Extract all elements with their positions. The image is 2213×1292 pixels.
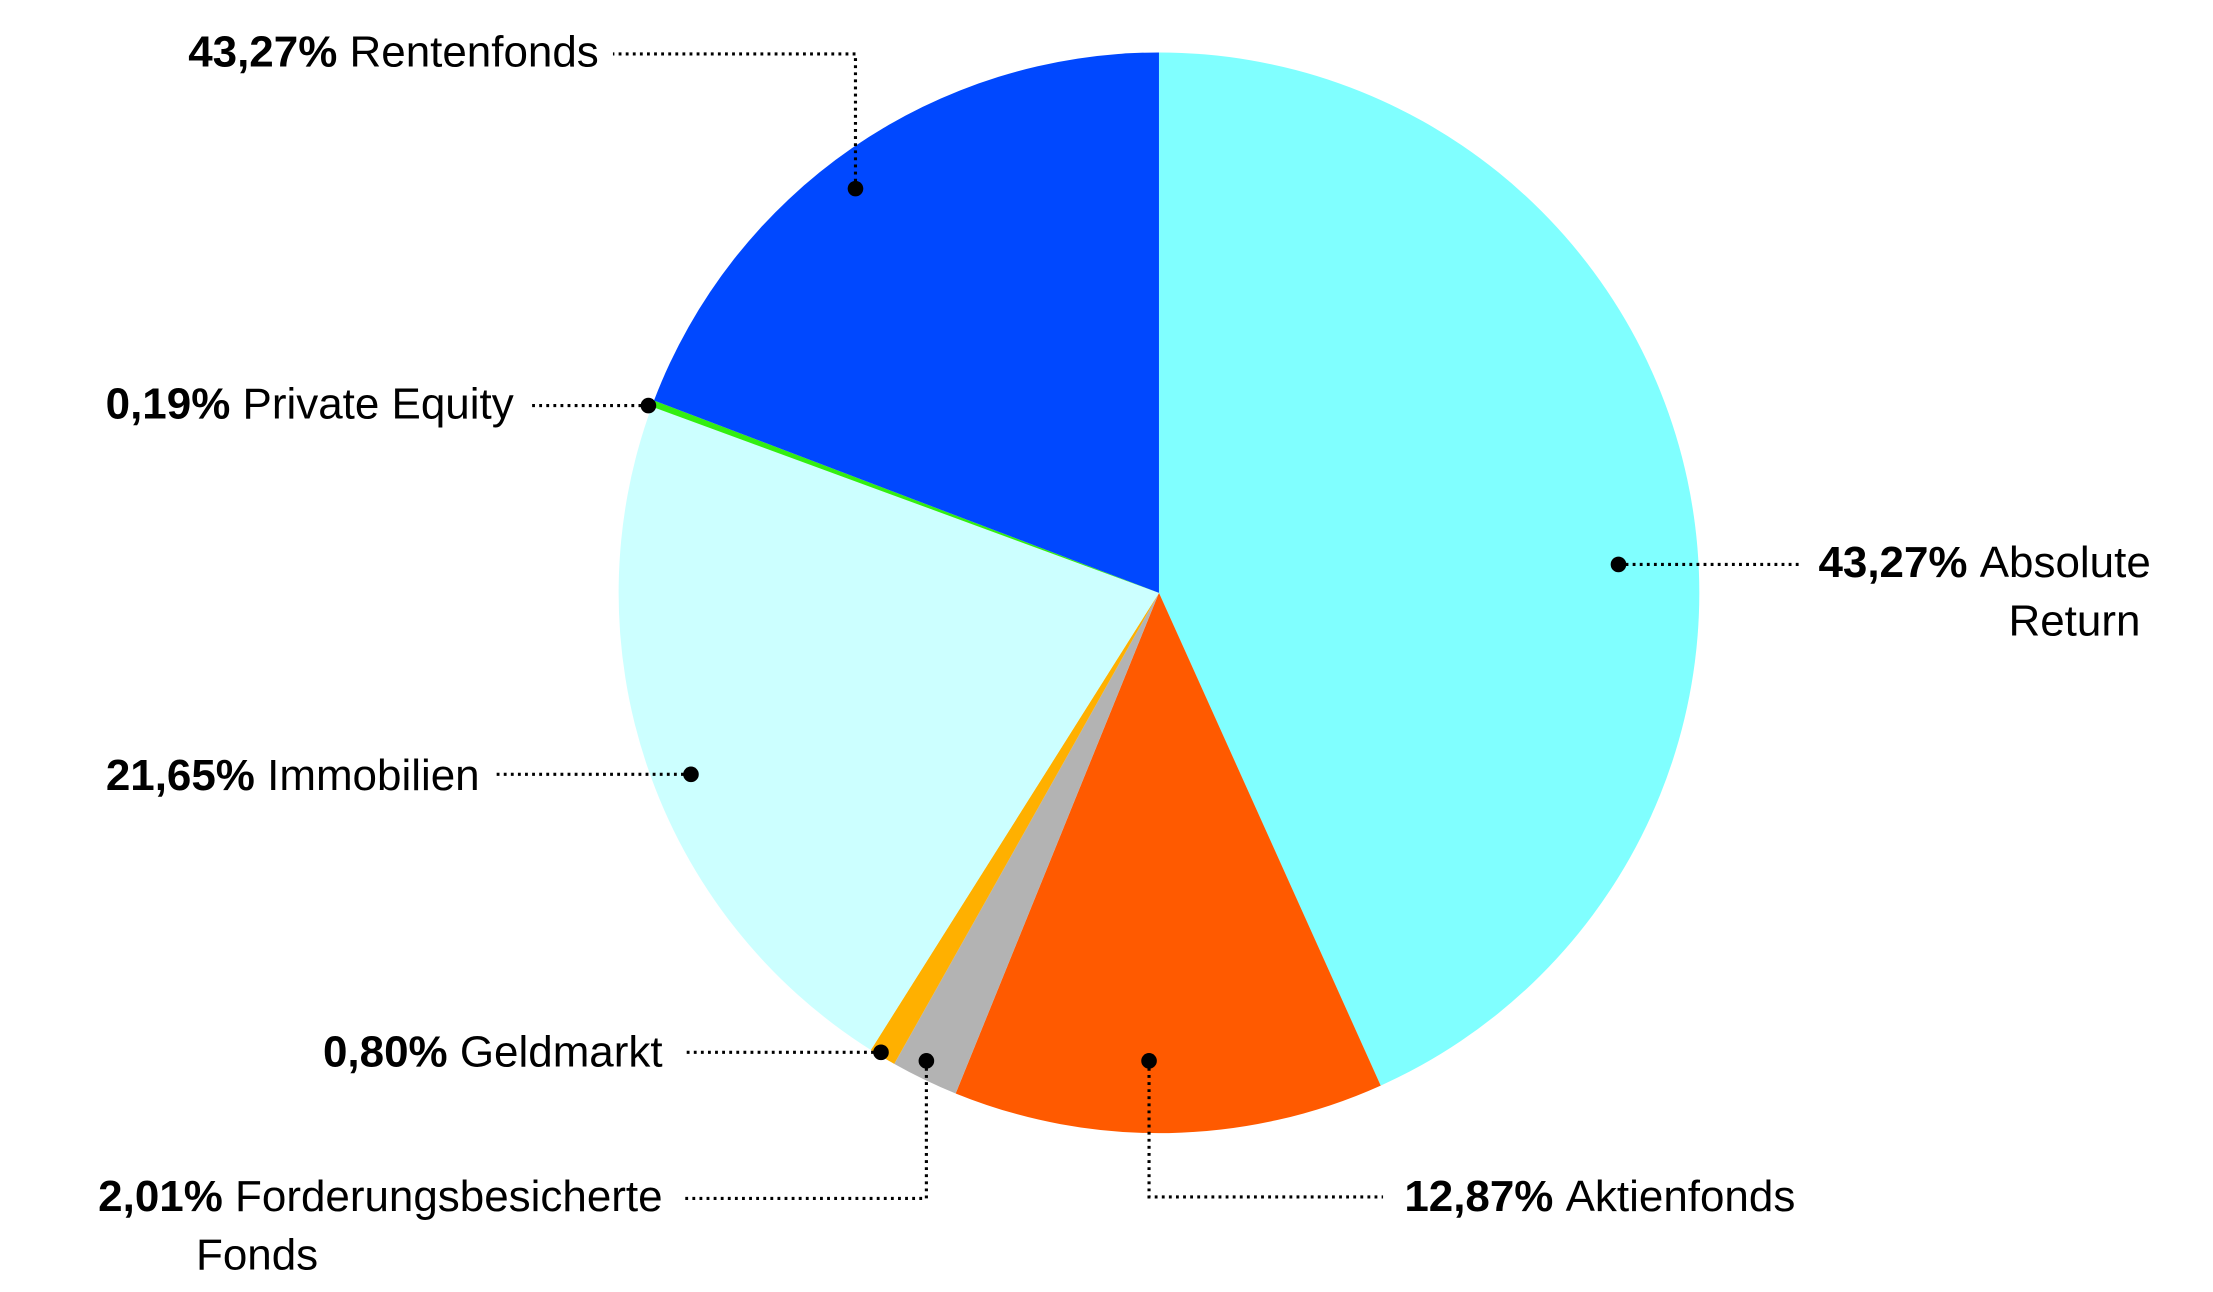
slice-rentenfonds	[653, 52, 1159, 593]
leader-dot-forderungsbesicherte	[918, 1053, 935, 1069]
leader-dot-aktienfonds	[1141, 1053, 1157, 1069]
leader-line-forderungsbesicherte	[685, 1060, 928, 1200]
labels: 43,27% Absolute Return 12,87% Aktienfond…	[98, 28, 2151, 1280]
slice-private-equity	[651, 400, 1159, 593]
slice-aktienfonds	[955, 592, 1381, 1134]
label-forderungsbesicherte: 2,01% Forderungsbesicherte	[98, 1172, 662, 1221]
leader-dot-private-equity	[640, 397, 657, 414]
label-aktienfonds: 12,87% Aktienfonds	[1404, 1172, 1795, 1221]
slice-geldmarkt	[870, 592, 1159, 1064]
slice-immobilien	[618, 406, 1159, 1050]
label-absolute-return-line2: Return	[2008, 596, 2140, 645]
slice-absolute-return	[1158, 52, 1700, 1086]
label-forderungsbesicherte-line2: Fonds	[196, 1230, 318, 1279]
leader-dot-geldmarkt	[873, 1044, 889, 1061]
slice-forderungsbesicherte-fonds	[894, 592, 1159, 1094]
label-private-equity: 0,19% Private Equity	[106, 379, 514, 428]
leader-dot-absolute-return	[1610, 556, 1627, 573]
label-rentenfonds: 43,27% Rentenfonds	[188, 28, 599, 77]
label-geldmarkt: 0,80% Geldmarkt	[323, 1028, 663, 1077]
label-absolute-return: 43,27% Absolute	[1818, 538, 2150, 587]
leader-dot-rentenfonds	[847, 180, 864, 197]
label-immobilien: 21,65% Immobilien	[106, 751, 480, 800]
leader-dot-immobilien	[683, 766, 699, 783]
pie-slices	[618, 52, 1700, 1134]
leader-line-rentenfonds	[612, 52, 858, 189]
